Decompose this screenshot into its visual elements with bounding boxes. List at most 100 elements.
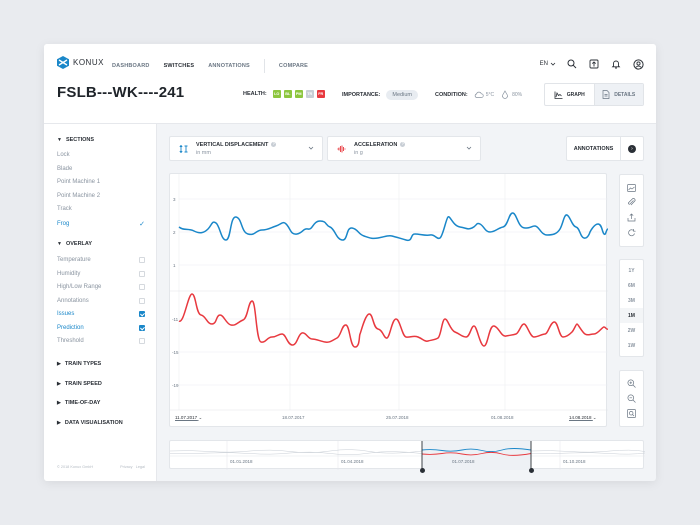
details-tab[interactable]: DETAILS [593,84,643,105]
graph-tab[interactable]: GRAPH [545,84,594,105]
section-item-point-machine-2[interactable]: Point Machine 2 [57,193,145,199]
health-badge-lo[interactable]: LO [272,90,281,98]
navigator-label: 01.10.2018 [563,459,586,464]
overlay-header[interactable]: ▼ OVERLAY [57,241,92,247]
checkbox[interactable] [139,257,145,263]
checkbox-checked[interactable] [139,325,145,331]
train-speed-header[interactable]: ▶ TRAIN SPEED [57,381,102,387]
zoom-reset-icon[interactable] [620,406,643,421]
x-tick: 25.07.2018 [386,415,409,420]
navigator-label: 01.01.2018 [230,459,253,464]
search-icon[interactable] [566,58,578,70]
chevron-down-icon [308,146,314,152]
y-tick: -15 [172,350,179,355]
y-tick: -11 [172,317,179,322]
share-icon[interactable] [620,210,643,225]
health-badge-bl[interactable]: BL [283,90,292,98]
range-selector: 1Y 6M 3M 1M 2W 1W [619,259,644,357]
bell-icon[interactable] [610,58,622,70]
data-visualisation-header[interactable]: ▶ DATA VISUALISATION [57,420,123,426]
annotations-button[interactable]: ANNOTATIONS › [566,136,644,161]
end-date-select[interactable]: 14.08.2018 ⌄ [569,415,597,421]
range-3m[interactable]: 3M [628,297,635,304]
caret-right-icon: ▶ [57,381,61,387]
section-item-lock[interactable]: Lock [57,152,145,158]
overlay-item-temperature[interactable]: Temperature [57,257,145,263]
health-badge-tr[interactable]: TR [305,90,314,98]
chevron-down-icon: ⌄ [198,415,203,420]
checkbox-checked[interactable] [139,311,145,317]
navigator-canvas [170,441,645,470]
train-speed-title: TRAIN SPEED [64,381,102,387]
section-item-frog[interactable]: Frog ✓ [57,220,145,228]
overlay-item-prediction[interactable]: Prediction [57,325,145,331]
overlay-label: High/Low Range [57,284,102,290]
user-icon[interactable] [632,58,644,70]
nav-compare[interactable]: COMPARE [278,63,309,69]
zoom-out-icon[interactable] [620,391,643,406]
image-icon[interactable] [620,180,643,195]
nav-annotations[interactable]: ANNOTATIONS [208,63,250,69]
paperclip-icon[interactable] [620,195,643,210]
section-label: Point Machine 1 [57,179,101,185]
temperature: 5°C [474,91,494,99]
section-item-track[interactable]: Track [57,206,145,212]
health-badge-pm[interactable]: PM [294,90,303,98]
checkbox[interactable] [139,271,145,277]
privacy-link[interactable]: Privacy [120,465,133,469]
range-1y[interactable]: 1Y [628,267,635,274]
y-tick: 3 [173,197,176,202]
overlay-item-issues[interactable]: Issues [57,311,145,317]
sections-title: SECTIONS [65,137,95,143]
legal-link[interactable]: Legal [135,465,145,469]
nav-dashboard[interactable]: DASHBOARD [112,63,150,69]
navigator-label: 01.04.2018 [341,459,364,464]
end-date: 14.08.2018 [569,415,592,420]
navigator-left-handle[interactable] [419,468,425,473]
train-types-header[interactable]: ▶ TRAIN TYPES [57,361,101,367]
time-of-day-header[interactable]: ▶ TIME-OF-DAY [57,400,100,406]
section-item-blade[interactable]: Blade [57,166,145,172]
overlay-item-humidity[interactable]: Humidity [57,271,145,277]
logo[interactable]: KONUX [57,56,104,69]
overlay-label: Threshold [57,338,84,344]
sections-header[interactable]: ▼ SECTIONS [57,137,94,143]
checkbox[interactable] [139,298,145,304]
humidity-value: 80% [512,91,523,98]
chevron-down-icon [466,146,472,152]
refresh-icon[interactable] [620,225,643,240]
zoom-in-icon[interactable] [620,376,643,391]
upload-icon[interactable] [588,58,600,70]
overlay-item-annotations[interactable]: Annotations [57,298,145,304]
annotations-count-button[interactable]: › [621,137,643,160]
checkbox[interactable] [139,284,145,290]
sidebar: ▼ SECTIONS Lock Blade Point Machine 1 Poi… [44,124,157,481]
details-tab-label: DETAILS [614,91,636,98]
range-1m[interactable]: 1M [620,308,643,323]
chevron-down-icon: ⌄ [592,415,597,420]
section-item-point-machine-1[interactable]: Point Machine 1 [57,179,145,185]
nav-switches[interactable]: SWITCHES [163,63,195,69]
nav-divider [263,59,265,73]
health-badge-fr[interactable]: FR [316,90,325,98]
checkbox[interactable] [139,338,145,344]
overlay-item-high-low-range[interactable]: High/Low Range [57,284,145,290]
main-chart[interactable]: 3 2 1 -11 -15 -19 11.07.2017 ⌄ 18.07.201… [169,173,609,427]
secondary-metric-unit: in g [354,149,363,156]
secondary-metric-dropdown[interactable]: ACCELERATION? in g [327,136,481,161]
timeline-navigator[interactable]: 01.01.2018 01.04.2018 01.07.2018 01.10.2… [169,440,645,473]
chart-tools [619,174,644,247]
range-2w[interactable]: 2W [627,327,636,334]
range-6m[interactable]: 6M [628,282,635,289]
overlay-title: OVERLAY [65,241,93,247]
help-icon[interactable]: ? [400,142,406,147]
language-select[interactable]: EN [540,61,556,67]
primary-metric-dropdown[interactable]: VERTICAL DISPLACEMENT? in mm [169,136,323,161]
overlay-item-threshold[interactable]: Threshold [57,338,145,344]
start-date-select[interactable]: 11.07.2017 ⌄ [175,415,202,421]
navigator-right-handle[interactable] [528,468,534,473]
help-icon[interactable]: ? [271,142,277,147]
section-label: Point Machine 2 [57,193,101,199]
range-1w[interactable]: 1W [627,342,636,349]
secondary-metric-title: ACCELERATION [354,141,398,148]
